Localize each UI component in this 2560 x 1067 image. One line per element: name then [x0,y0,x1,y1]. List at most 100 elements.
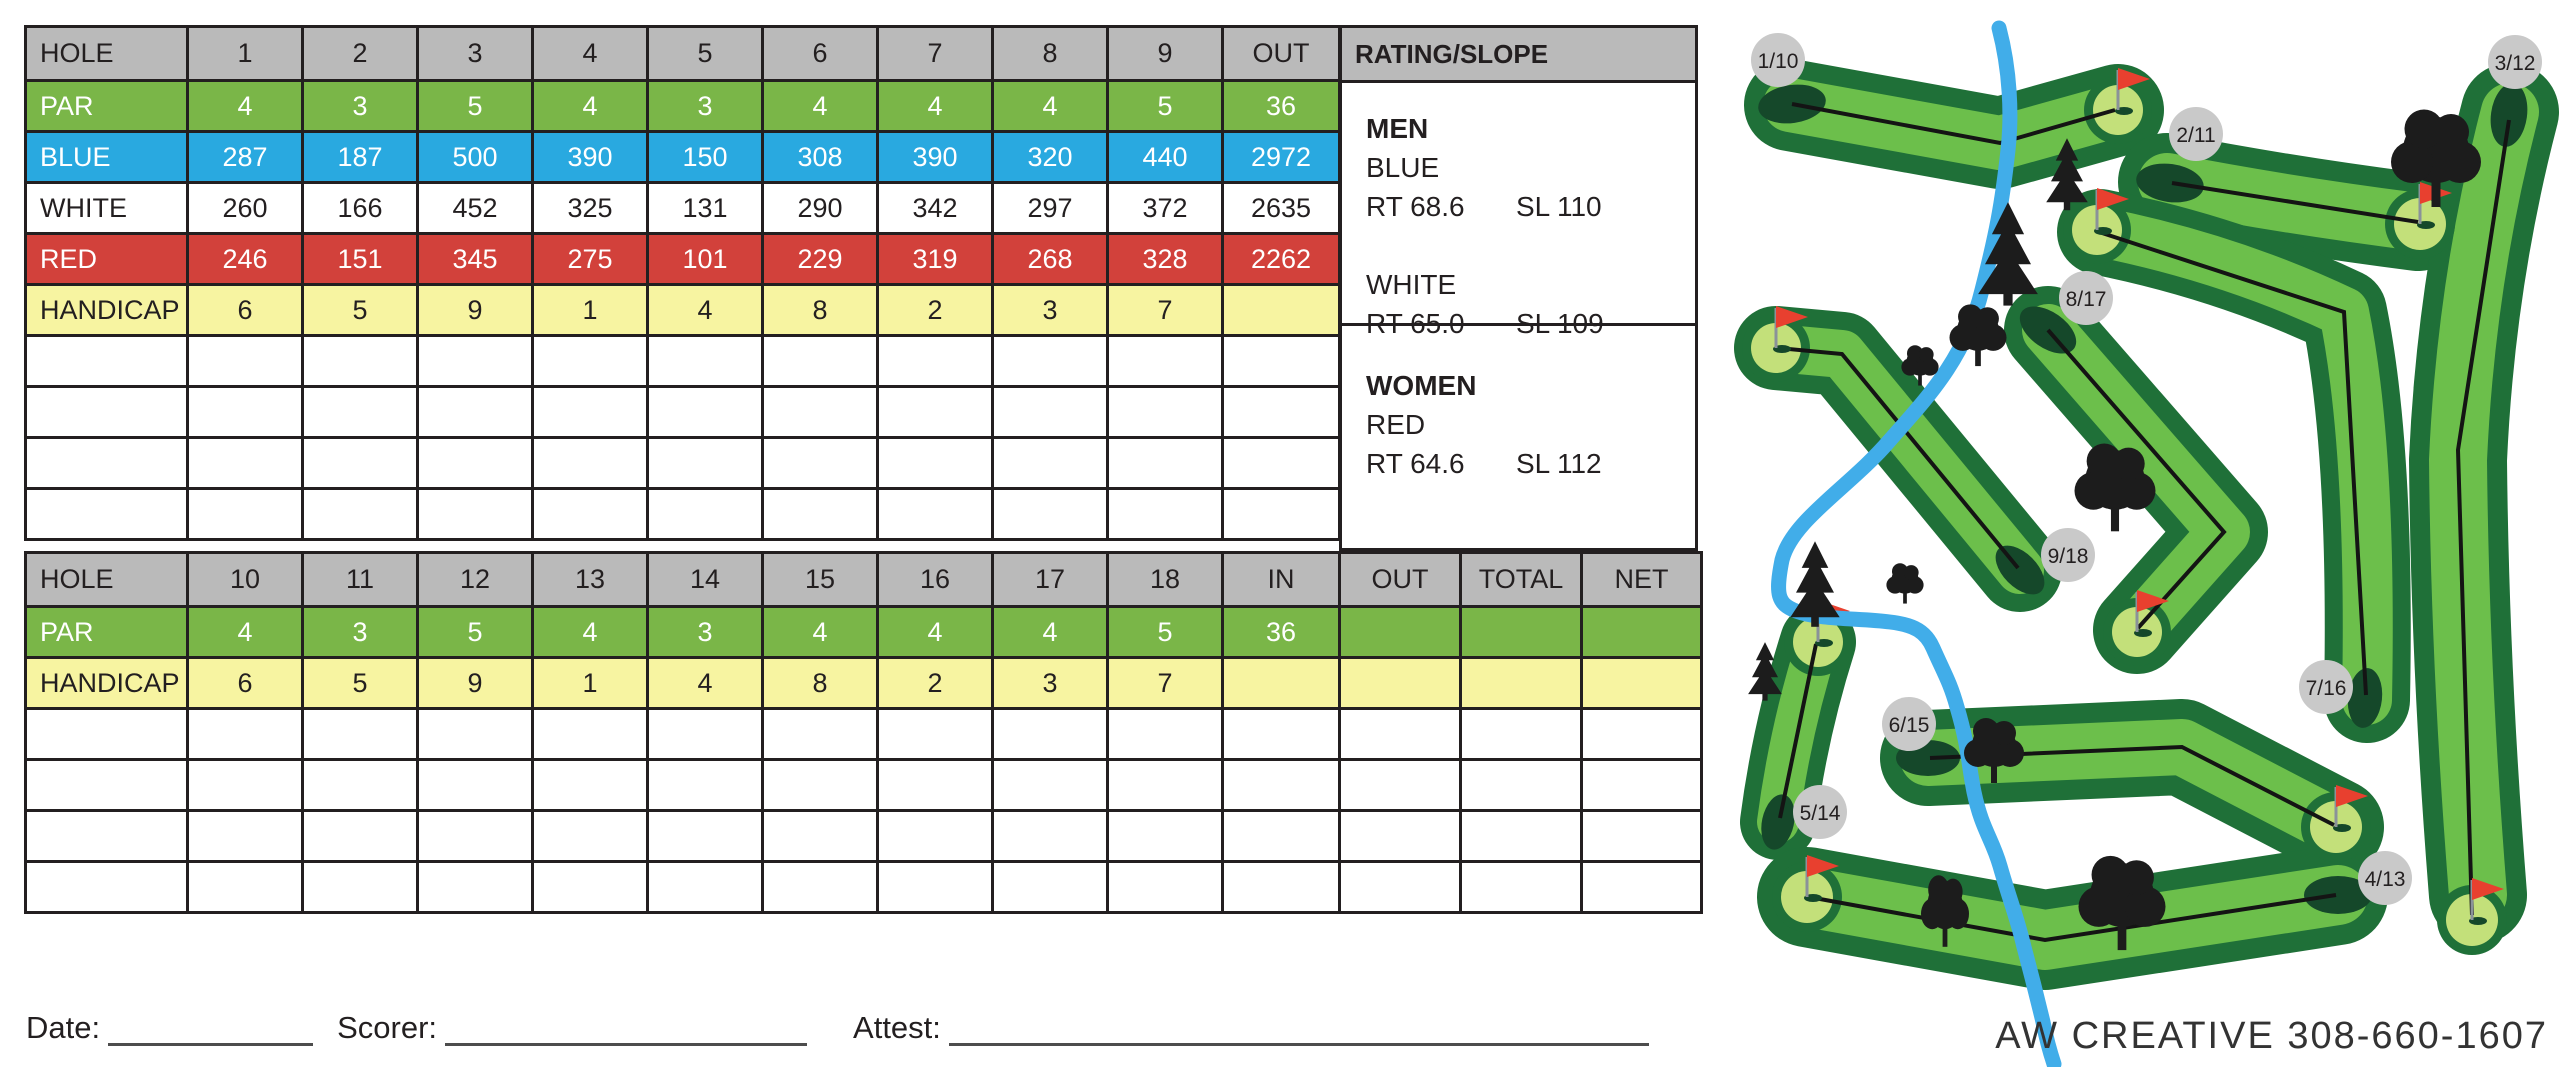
hole-marker-2-11: 2/11 [2169,107,2223,161]
score-cell: 4 [186,79,304,133]
score-cell: 4 [991,79,1109,133]
score-cell [876,758,994,812]
score-cell [1459,707,1583,761]
river [1771,20,2062,1067]
score-cell: 2972 [1221,130,1341,184]
score-cell [1459,605,1583,659]
score-cell [1221,707,1341,761]
score-cell: 345 [416,232,534,286]
score-cell [1459,656,1583,710]
score-cell: 4 [186,605,304,659]
score-cell [1221,385,1341,439]
score-cell [301,860,419,914]
score-cell: 308 [761,130,879,184]
score-cell [531,860,649,914]
score-cell: 131 [646,181,764,235]
date-blank-line [108,1013,314,1046]
score-cell [646,487,764,541]
score-cell: 342 [876,181,994,235]
score-cell: 2635 [1221,181,1341,235]
score-cell [186,487,304,541]
score-cell [416,758,534,812]
score-cell [1338,860,1462,914]
score-cell: 390 [531,130,649,184]
score-cell: 36 [1221,605,1341,659]
date-label: Date: [26,1010,101,1045]
score-cell [1459,860,1583,914]
score-cell: 328 [1106,232,1224,286]
score-cell [991,487,1109,541]
hole-header-cell: TOTAL [1459,551,1583,608]
attest-label: Attest: [853,1010,941,1045]
score-cell [876,436,994,490]
hole-header-cell: 9 [1106,25,1224,82]
hole-header-cell: OUT [1221,25,1341,82]
header-row: HOLE 1 2 3 4 5 6 7 8 9 OUT [24,25,1341,82]
score-cell: 6 [186,656,304,710]
score-cell [1580,758,1703,812]
row-label: BLUE [24,130,189,184]
score-cell [876,707,994,761]
score-cell: 5 [301,283,419,337]
score-cell: 3 [301,79,419,133]
score-cell: 4 [646,283,764,337]
svg-text:9/18: 9/18 [2048,545,2089,568]
score-cell: 4 [646,656,764,710]
score-cell: 3 [991,656,1109,710]
svg-text:5/14: 5/14 [1800,802,1841,825]
deciduous-tree-icon [1964,718,2024,783]
score-cell [531,809,649,863]
score-cell [1580,707,1703,761]
score-row-blank [24,487,1341,541]
row-label: RED [24,232,189,286]
score-cell: 452 [416,181,534,235]
score-cell [1221,656,1341,710]
score-cell: 297 [991,181,1109,235]
score-cell [531,487,649,541]
rating-women-tee-red: RED [1366,409,1426,440]
score-cell [531,436,649,490]
hole-marker-3-12: 3/12 [2488,35,2542,89]
row-label [24,707,189,761]
flag-icon [2134,590,2169,637]
score-cell: 150 [646,130,764,184]
score-row-blank [24,385,1341,439]
score-cell [531,385,649,439]
score-cell [646,707,764,761]
hole-header-cell: 8 [991,25,1109,82]
score-cell: 4 [761,79,879,133]
score-cell [301,436,419,490]
score-cell: 320 [991,130,1109,184]
score-cell [1106,758,1224,812]
header-row: HOLE 10 11 12 13 14 15 16 17 18 IN OUT TOTAL NET [24,551,1703,608]
score-row-blank [24,758,1703,812]
back-nine-table: HOLE 10 11 12 13 14 15 16 17 18 IN OUT TOTAL NET PAR 4 3… [24,551,1703,914]
hole-header-cell: 15 [761,551,879,608]
rating-men-blue-sl: SL 110 [1516,191,1602,222]
pine-tree-icon [1790,541,1840,627]
score-cell [646,385,764,439]
score-cell: 1 [531,283,649,337]
score-row-blank [24,860,1703,914]
score-cell [416,385,534,439]
svg-text:8/17: 8/17 [2066,288,2107,311]
hole-marker-5-14: 5/14 [1793,785,1847,839]
score-cell [876,334,994,388]
score-row-red: RED 246 151 345 275 101 229 319 268 328 2262 [24,232,1341,286]
hole-header-cell: 16 [876,551,994,608]
score-cell [1338,809,1462,863]
score-cell [186,436,304,490]
svg-text:3/12: 3/12 [2495,52,2536,75]
score-cell [761,385,879,439]
front-nine-table: HOLE 1 2 3 4 5 6 7 8 9 OUT PAR 4 3 5 4 3 4 4 4 5 36 BLUE 287 187… [24,25,1341,541]
row-label [24,334,189,388]
score-row-blank [24,809,1703,863]
score-cell: 4 [876,605,994,659]
deciduous-tree-icon [2074,443,2156,532]
score-cell: 9 [416,656,534,710]
hole-header-cell: 5 [646,25,764,82]
hole-header-cell: 13 [531,551,649,608]
score-cell: 246 [186,232,304,286]
hole-header-cell: 17 [991,551,1109,608]
score-cell [876,809,994,863]
